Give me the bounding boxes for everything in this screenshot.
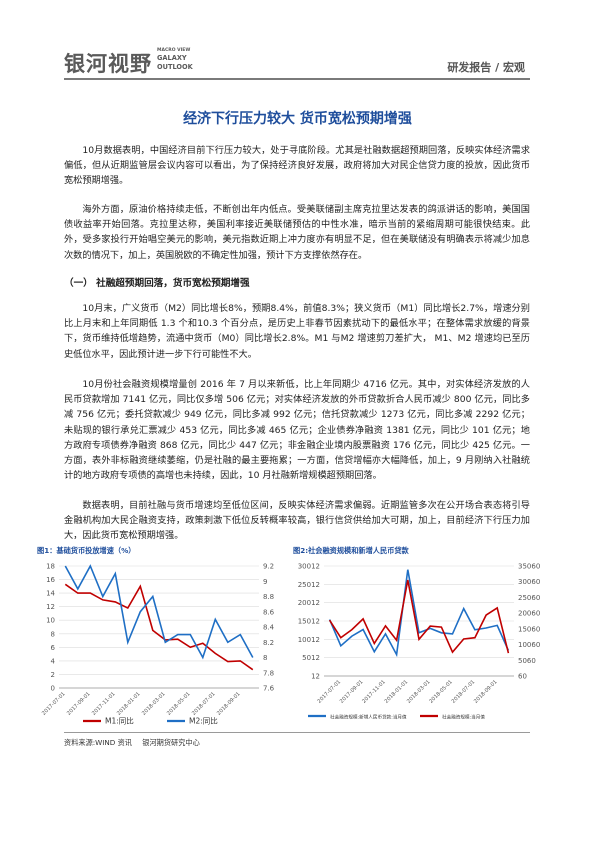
- source-org: 银河期货研究中心: [142, 738, 200, 747]
- page-title: 经济下行压力较大 货币宽松预期增强: [183, 111, 412, 127]
- footer-divider: [64, 732, 530, 733]
- y-left-tick-label: 25012: [298, 581, 320, 589]
- x-tick-label: 2018-09-01: [473, 679, 499, 705]
- x-tick-label: 2017-07-01: [41, 691, 67, 717]
- y-left-tick-label: 8: [51, 630, 55, 638]
- y-left-tick-label: 16: [46, 576, 55, 584]
- x-tick-label: 2018-07-01: [191, 691, 217, 717]
- legend-label: 社会融资规模:当月值: [442, 714, 485, 721]
- y-left-tick-label: 4: [51, 657, 56, 665]
- y-right-tick-label: 20060: [518, 610, 540, 618]
- y-left-tick-label: 10: [46, 617, 55, 625]
- x-tick-label: 2018-05-01: [166, 691, 192, 717]
- x-tick-label: 2018-01-01: [116, 691, 142, 717]
- paragraph-4: 10月份社会融资规模增量创 2016 年 7 月以来新低，比上年同期少 4716…: [64, 379, 530, 482]
- y-right-tick-label: 8.6: [263, 608, 275, 616]
- y-right-tick-label: 7.6: [263, 685, 275, 693]
- y-right-tick-label: 8.8: [263, 593, 274, 601]
- y-right-tick-label: 8.4: [263, 624, 275, 632]
- chart-1-svg: 0 2 4 6 8 10 12 14 16 18 7.6 7.8 8 8.2 8.4 8.6 8.8 9 9.2 20…: [41, 563, 275, 726]
- y-right-tick-label: 9.2: [263, 563, 274, 571]
- y-left-tick-label: 0: [51, 685, 55, 693]
- paragraph-3: 10月末，广义货币（M2）同比增长8%，预期8.4%，前值8.3%；狭义货币（M…: [64, 303, 530, 360]
- paragraph-1: 10月数据表明，中国经济目前下行压力较大，处于寻底阶段。尤其是社融数据超预期回落…: [64, 145, 530, 187]
- legend-label: M2:同比: [189, 716, 218, 726]
- y-left-tick-label: 12: [311, 673, 320, 681]
- series-line: [328, 579, 510, 654]
- y-right-tick-label: 35060: [518, 563, 540, 571]
- legend-label: M1:同比: [105, 716, 134, 726]
- y-left-tick-label: 2: [51, 671, 55, 679]
- figure-2-caption: 图2:社会融资规模和新增人民币贷款: [293, 546, 409, 555]
- y-right-tick-label: 15060: [518, 625, 540, 633]
- y-right-tick-label: 60: [518, 673, 527, 681]
- y-right-tick-label: 8: [263, 654, 267, 662]
- y-right-tick-label: 25060: [518, 594, 540, 602]
- paragraph-2: 海外方面，原油价格持续走低，不断创出年内低点。受美联储副主席克拉里达发表的鸽派讲…: [64, 204, 530, 261]
- legend-label: 社会融资规模:新增人民币贷款:当月值: [330, 714, 407, 721]
- header-divider: [64, 78, 530, 80]
- logo-english: MACRO VIEW GALAXY OUTLOOK: [157, 48, 197, 72]
- chart-1: 0 2 4 6 8 10 12 14 16 18 7.6 7.8 8 8.2 8.4 8.6 8.8 9 9.2 20…: [37, 558, 287, 737]
- x-tick-label: 2017-11-01: [91, 691, 117, 717]
- report-category: 研发报告 / 宏观: [447, 61, 525, 74]
- chart-2-svg: 12 5012 10012 15012 20012 25012 30012 60 5060 100…: [298, 563, 541, 721]
- paragraph-5: 数据表明，目前社融与货币增速均至低位区间，反映实体经济需求偏弱。近期监管多次在公…: [64, 500, 530, 542]
- y-right-tick-label: 8.2: [263, 639, 274, 647]
- y-left-tick-label: 15012: [298, 618, 320, 626]
- y-left-tick-label: 12: [46, 603, 55, 611]
- chart-2: 12 5012 10012 15012 20012 25012 30012 60 5060 100…: [290, 558, 552, 737]
- y-left-tick-label: 10012: [298, 636, 320, 644]
- section-heading-1: （一） 社融超预期回落，货币宽松预期增强: [64, 278, 250, 289]
- y-left-tick-label: 14: [46, 590, 55, 598]
- series-line: [328, 569, 510, 658]
- y-right-tick-label: 7.8: [263, 669, 274, 677]
- y-right-tick-label: 9: [263, 578, 267, 586]
- y-left-tick-label: 20012: [298, 599, 320, 607]
- logo-en-line-2: GALAXY: [157, 54, 187, 62]
- y-right-tick-label: 10060: [518, 641, 540, 649]
- source-note: 资料来源:WIND 资讯 银河期货研究中心: [64, 738, 208, 748]
- logo-chinese: 银河视野: [64, 52, 152, 76]
- x-tick-label: 2018-03-01: [141, 691, 167, 717]
- logo-en-line-1: MACRO VIEW: [157, 48, 191, 53]
- y-left-tick-label: 5012: [302, 654, 320, 662]
- figure-1-caption: 图1：基础货币投放增速（%）: [37, 546, 136, 555]
- series-line: [64, 564, 254, 660]
- x-tick-label: 2017-09-01: [66, 691, 92, 717]
- y-right-tick-label: 5060: [518, 657, 536, 665]
- x-tick-label: 2018-09-01: [216, 691, 242, 717]
- y-left-tick-label: 30012: [298, 563, 320, 571]
- series-line: [64, 583, 254, 671]
- y-left-tick-label: 18: [46, 563, 55, 571]
- logo-en-line-3: OUTLOOK: [157, 63, 193, 71]
- y-left-tick-label: 6: [51, 644, 56, 652]
- source-label: 资料来源:WIND 资讯: [64, 738, 132, 747]
- y-right-tick-label: 30060: [518, 578, 540, 586]
